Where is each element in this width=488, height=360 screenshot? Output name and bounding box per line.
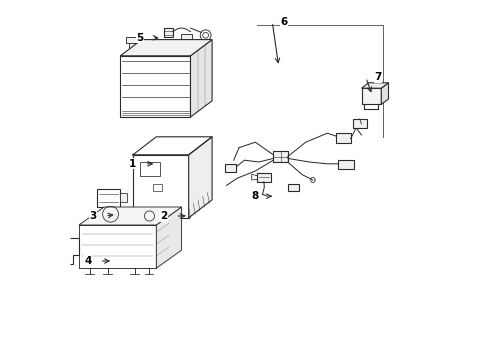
Polygon shape [188,137,212,218]
Text: 5: 5 [136,33,143,43]
Text: 3: 3 [89,211,97,221]
FancyBboxPatch shape [273,151,287,162]
FancyBboxPatch shape [181,34,192,40]
Polygon shape [79,207,181,225]
Text: 1: 1 [129,159,136,169]
FancyBboxPatch shape [126,37,139,42]
Polygon shape [361,88,381,104]
Polygon shape [120,56,190,117]
FancyBboxPatch shape [257,173,270,182]
FancyBboxPatch shape [336,133,350,143]
FancyBboxPatch shape [128,42,137,51]
Polygon shape [361,83,387,88]
Text: 7: 7 [373,72,381,82]
Polygon shape [156,207,181,268]
FancyBboxPatch shape [120,193,126,202]
Polygon shape [79,225,156,268]
FancyBboxPatch shape [183,39,190,46]
FancyBboxPatch shape [352,119,366,128]
Text: 6: 6 [280,17,287,27]
Polygon shape [381,83,387,104]
FancyBboxPatch shape [152,184,162,191]
Polygon shape [133,155,188,218]
Text: 2: 2 [160,211,167,221]
Polygon shape [120,40,212,56]
FancyBboxPatch shape [337,160,354,169]
FancyBboxPatch shape [163,28,172,37]
Text: 4: 4 [84,256,91,266]
FancyBboxPatch shape [97,189,120,207]
FancyBboxPatch shape [287,184,298,191]
FancyBboxPatch shape [224,164,236,172]
Polygon shape [190,40,212,117]
Text: 8: 8 [251,191,258,201]
FancyBboxPatch shape [140,162,160,176]
